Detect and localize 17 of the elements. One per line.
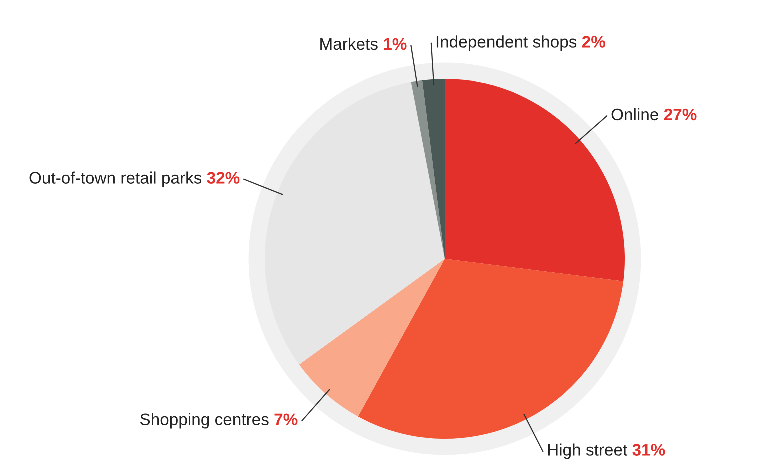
data-label: 1% xyxy=(384,38,407,50)
pie-slice xyxy=(358,259,624,439)
data-label: 32% xyxy=(207,172,240,184)
slice-label: Shopping centres xyxy=(140,413,269,429)
data-label: 7% xyxy=(274,414,298,426)
slice-label: Markets xyxy=(320,38,378,50)
slice-label: High street xyxy=(548,444,628,460)
data-label: 2% xyxy=(582,36,606,48)
pie-slice xyxy=(411,80,445,259)
slice-label: Independent shops xyxy=(436,36,577,52)
pie-slice xyxy=(265,82,445,365)
data-label: 27% xyxy=(664,108,697,121)
slice-label: Out-of-town retail parks xyxy=(30,172,202,188)
pie-slice xyxy=(299,259,445,417)
data-label: 31% xyxy=(632,444,666,456)
slice-label: Online xyxy=(612,108,658,121)
pie-slice xyxy=(422,79,445,259)
